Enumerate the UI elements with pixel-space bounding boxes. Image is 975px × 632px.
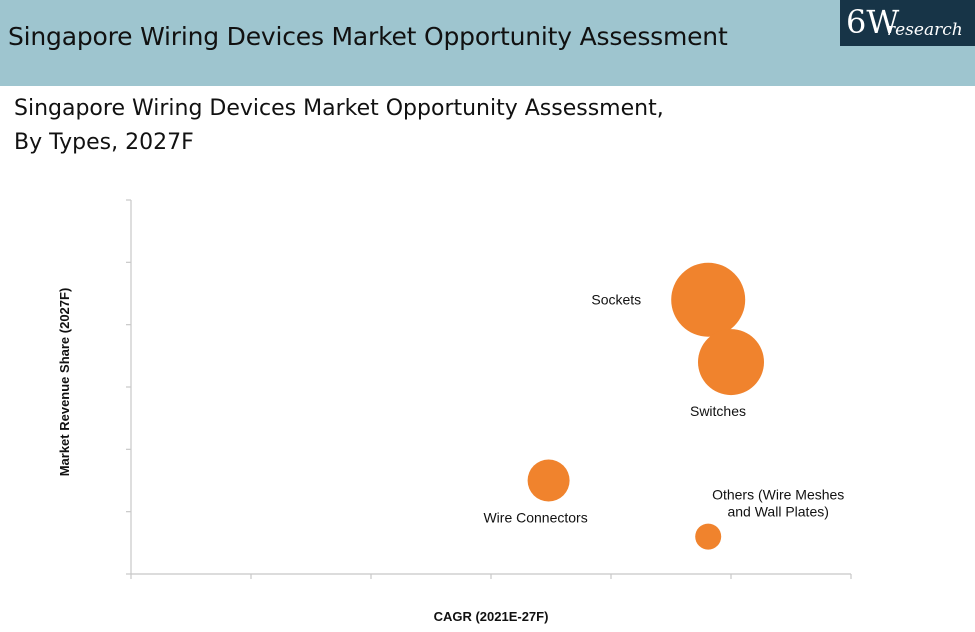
- page-title: Singapore Wiring Devices Market Opportun…: [8, 22, 728, 51]
- y-axis-title: Market Revenue Share (2027F): [57, 288, 72, 477]
- logo-sub-text: research: [887, 20, 963, 40]
- bubble-label-line: and Wall Plates): [727, 504, 828, 520]
- bubble-label-line: Switches: [690, 403, 746, 419]
- bubble-label-line: Sockets: [591, 292, 641, 308]
- bubble-label-others-wire-meshes-and-wall-plates: Others (Wire Meshes and Wall Plates): [712, 487, 844, 520]
- bubble-switches[interactable]: [698, 329, 764, 396]
- x-axis-title: CAGR (2021E-27F): [434, 609, 549, 624]
- logo-main-text: 6W: [846, 3, 900, 41]
- bubble-others-wire-meshes-and-wall-plates[interactable]: [695, 523, 722, 550]
- bubble-sockets[interactable]: [671, 262, 746, 337]
- axis-ticks: [126, 199, 852, 579]
- subtitle-line-1: Singapore Wiring Devices Market Opportun…: [14, 96, 664, 121]
- bubbles-layer: Sockets Switches Wire Connectors Others (Wi…: [483, 262, 844, 550]
- title-banner: Singapore Wiring Devices Market Opportun…: [0, 0, 975, 86]
- bubble-label-wire-connectors: Wire Connectors: [483, 510, 587, 526]
- brand-logo: 6W research: [840, 0, 975, 46]
- bubble-label-line: Wire Connectors: [483, 510, 587, 526]
- subtitle-line-2: By Types, 2027F: [14, 130, 194, 155]
- bubble-label-switches: Switches: [690, 403, 746, 419]
- bubble-label-sockets: Sockets: [591, 292, 641, 308]
- bubble-wire-connectors[interactable]: [527, 459, 570, 502]
- bubble-label-line: Others (Wire Meshes: [712, 487, 844, 503]
- chart-subtitle: Singapore Wiring Devices Market Opportun…: [14, 92, 664, 160]
